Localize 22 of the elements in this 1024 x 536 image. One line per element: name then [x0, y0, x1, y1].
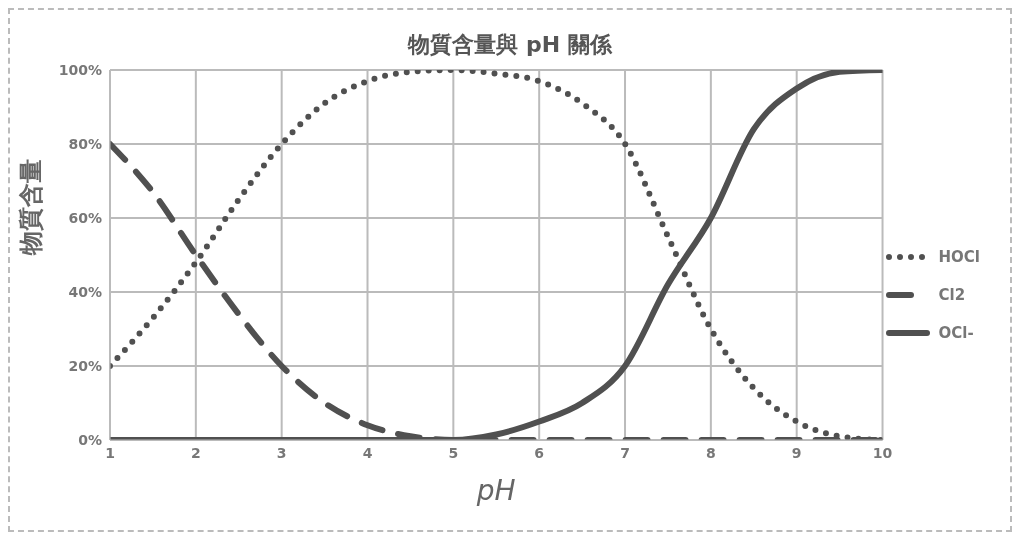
y-tick-label: 80% — [68, 135, 102, 152]
x-tick-label: 1 — [105, 444, 115, 461]
y-axis-title: 物質含量 — [16, 159, 45, 256]
y-tick-label: 40% — [68, 283, 102, 300]
chart-title: 物質含量與 pH 關係 — [406, 31, 613, 59]
legend-label: OCl- — [938, 323, 974, 344]
x-tick-label: 6 — [534, 444, 545, 461]
x-tick-label: 10 — [872, 444, 893, 461]
x-tick-label: 9 — [791, 444, 802, 461]
y-tick-label: 60% — [68, 209, 102, 226]
y-tick-label: 100% — [58, 61, 102, 78]
x-tick-label: 3 — [276, 444, 287, 461]
y-tick-label: 20% — [68, 357, 102, 374]
legend-label: Cl2 — [938, 285, 966, 306]
x-tick-label: 5 — [448, 444, 459, 461]
legend-label: HOCl — [938, 247, 980, 268]
x-tick-label: 7 — [620, 444, 630, 461]
y-tick-label: 0% — [78, 431, 102, 448]
x-tick-label: 2 — [190, 444, 201, 461]
x-tick-label: 8 — [705, 444, 716, 461]
x-axis-title: pH — [475, 474, 516, 507]
x-tick-label: 4 — [362, 444, 373, 461]
